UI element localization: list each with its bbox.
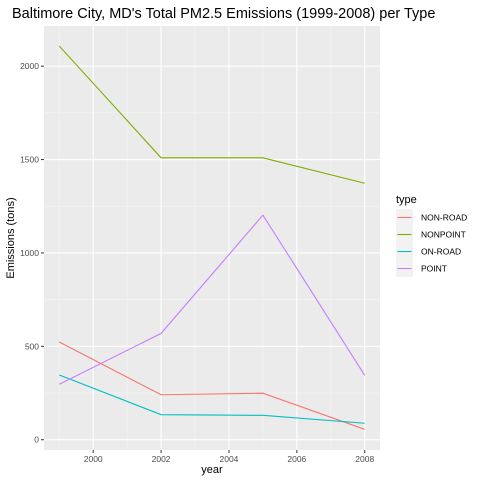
y-tick-label: 2000: [20, 61, 39, 71]
axis-ticks: [41, 65, 366, 453]
y-tick-label: 1500: [20, 155, 39, 165]
x-tick-label: 2002: [152, 454, 171, 464]
x-tick-label: 2000: [84, 454, 103, 464]
series-lines: [58, 45, 366, 430]
legend-title: type: [396, 194, 417, 206]
y-tick-label: 1000: [20, 248, 39, 258]
tick-labels: 2000 2002 2004 2006 2008 0 500 1000 1500 2000: [20, 61, 374, 464]
y-tick-label: 500: [25, 341, 39, 351]
legend-label: NONPOINT: [421, 230, 466, 240]
minor-gridlines: [44, 26, 380, 450]
y-axis-title: Emissions (tons): [5, 197, 17, 278]
x-tick-label: 2008: [355, 454, 374, 464]
legend: type NON-ROAD NONPOINT ON-ROAD POINT: [396, 194, 467, 277]
legend-label: POINT: [421, 264, 447, 274]
series-line-non-road: [59, 341, 365, 430]
series-line-on-road: [59, 374, 365, 424]
series-line-point: [59, 214, 366, 385]
legend-label: ON-ROAD: [421, 247, 461, 257]
major-gridlines: [44, 26, 380, 450]
x-axis-title: year: [201, 464, 223, 476]
legend-label: NON-ROAD: [421, 213, 467, 223]
x-tick-label: 2004: [220, 454, 239, 464]
x-tick-label: 2006: [287, 454, 306, 464]
y-tick-label: 0: [34, 435, 39, 445]
plot-panel: [44, 26, 380, 450]
series-line-nonpoint: [58, 45, 365, 184]
chart-title: Baltimore City, MD's Total PM2.5 Emissio…: [12, 6, 435, 22]
